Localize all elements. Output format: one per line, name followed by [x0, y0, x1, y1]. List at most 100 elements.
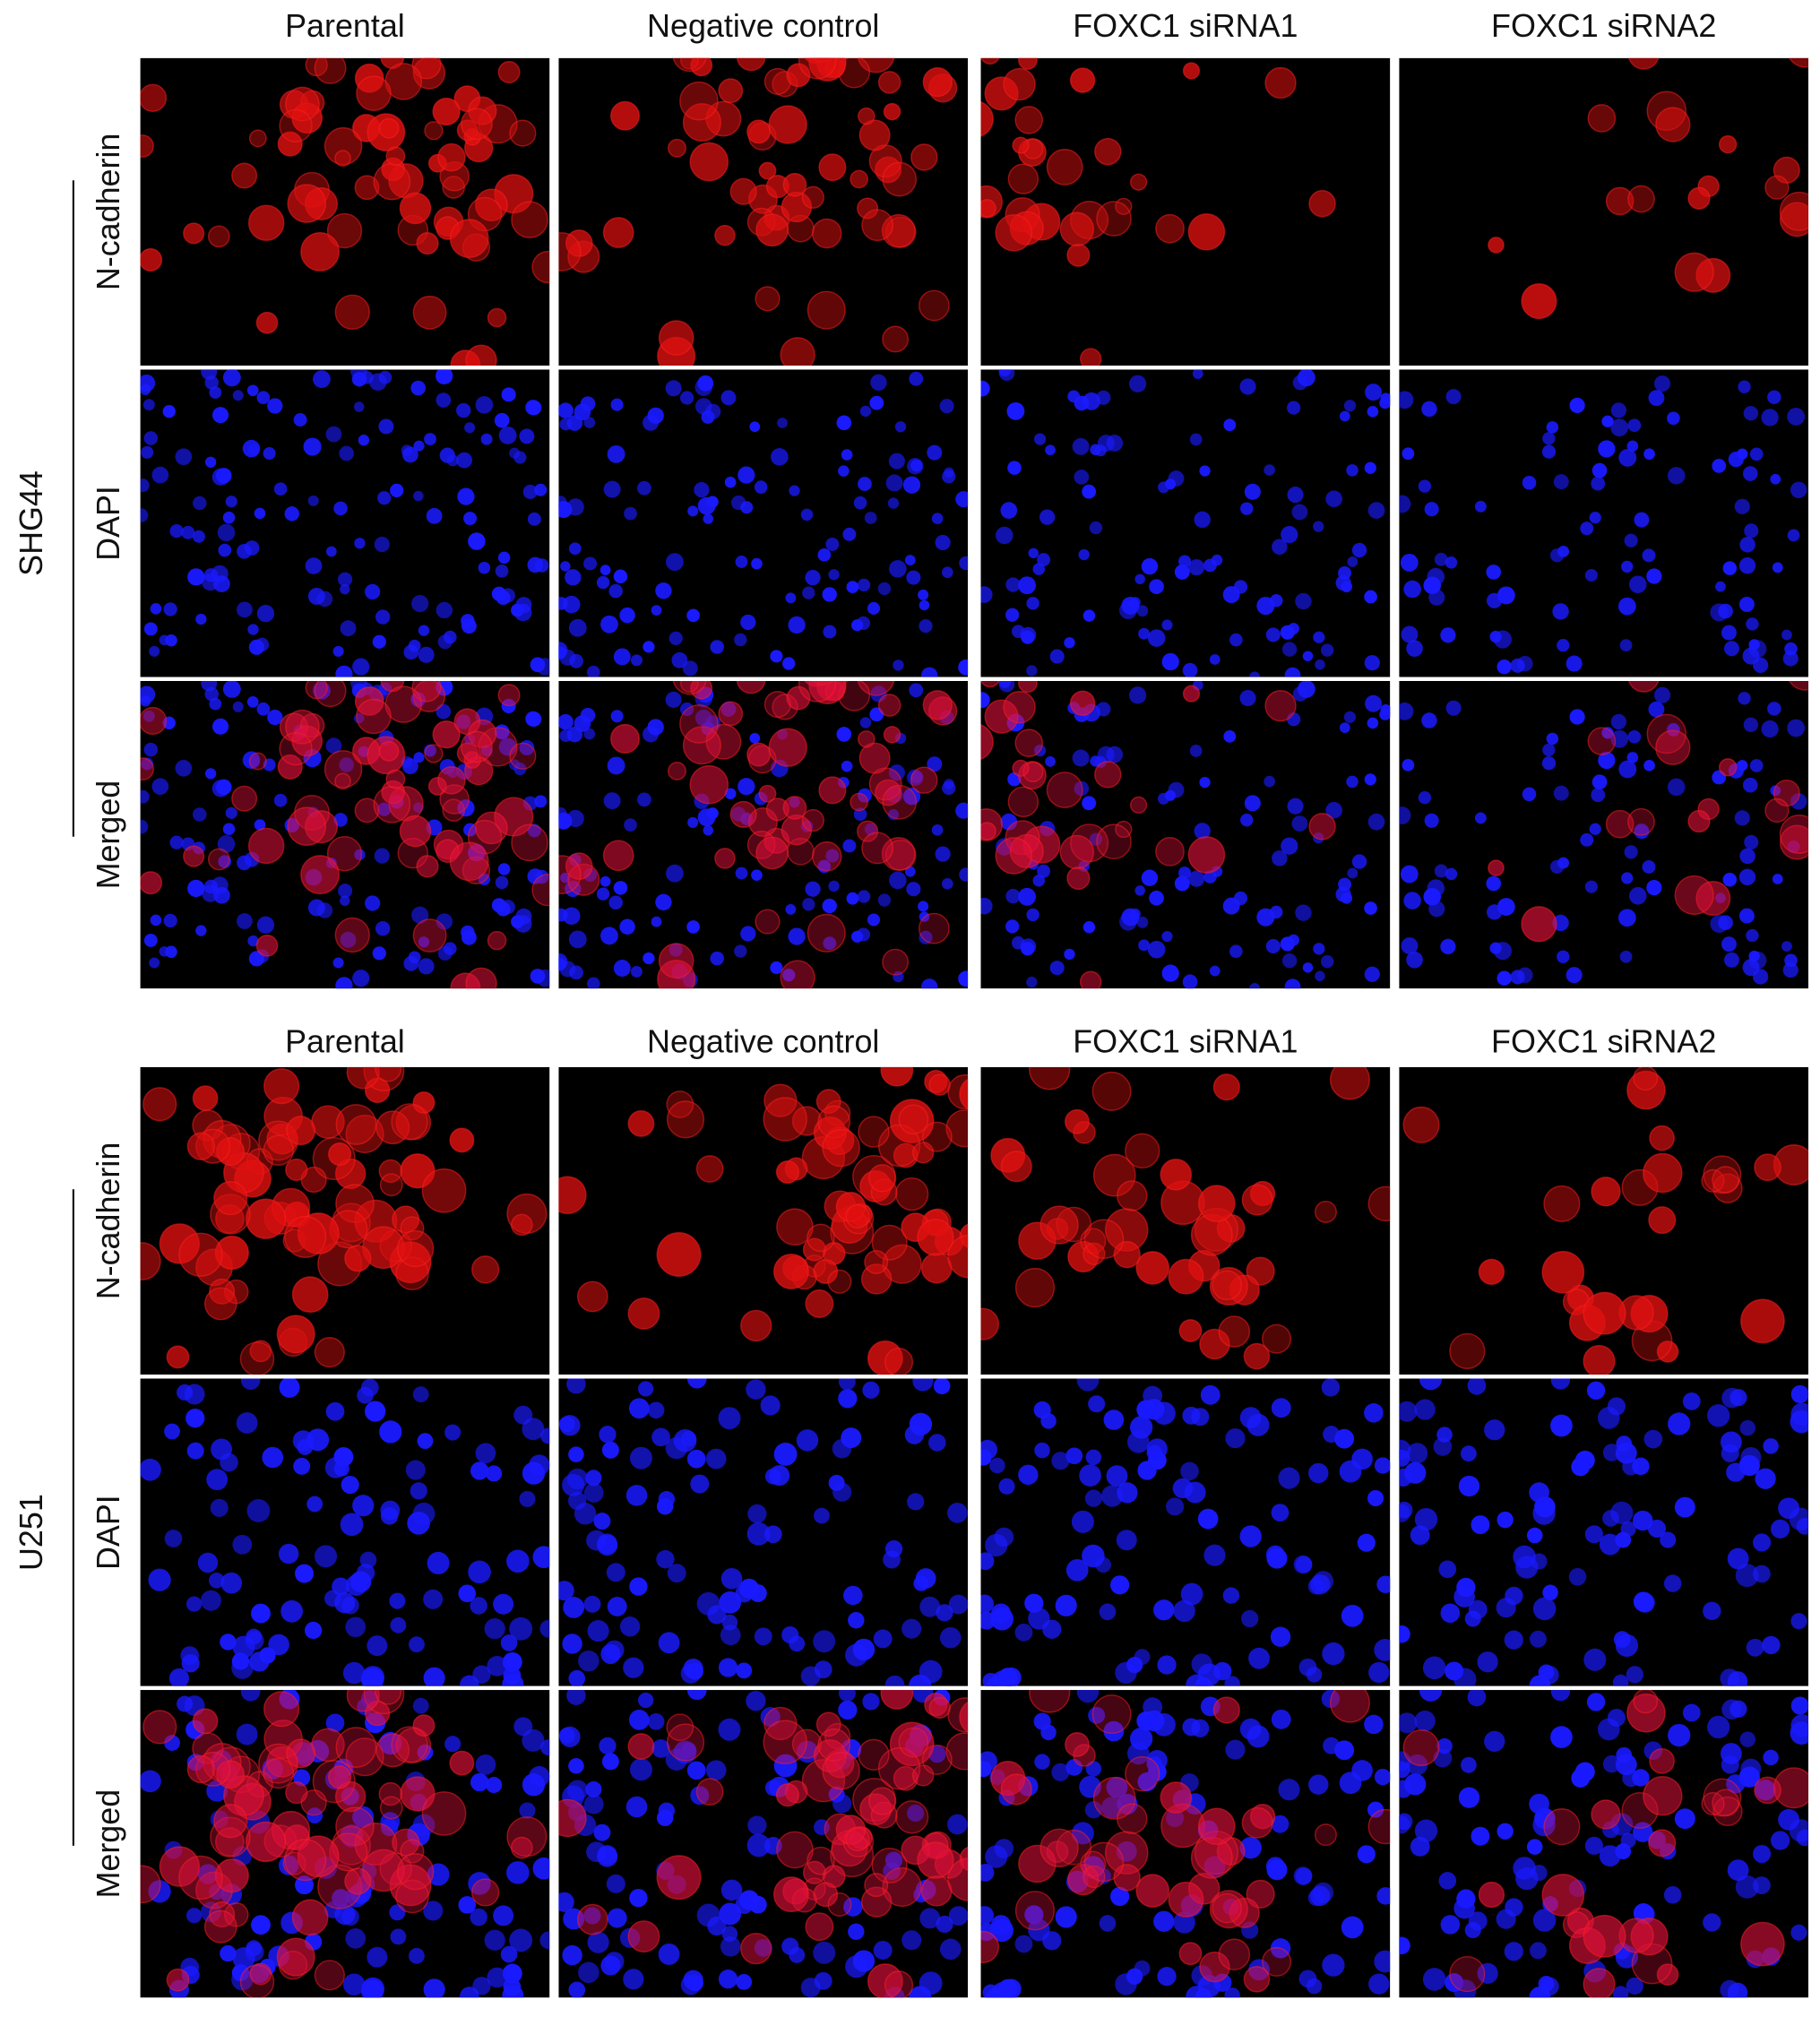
- nucleus: [955, 802, 969, 819]
- cell-stain: [375, 1066, 402, 1082]
- nucleus: [651, 1739, 670, 1758]
- nucleus: [1033, 1712, 1051, 1730]
- nucleus: [828, 1474, 845, 1491]
- nucleus: [603, 792, 621, 810]
- nucleus: [596, 575, 610, 590]
- nucleus: [1295, 1867, 1313, 1885]
- nucleus: [1278, 1779, 1300, 1801]
- nucleus: [1583, 1648, 1607, 1671]
- nucleus: [1703, 1601, 1721, 1621]
- nucleus: [1032, 563, 1046, 575]
- nucleus: [628, 1710, 650, 1730]
- nucleus: [1497, 659, 1512, 675]
- nucleus: [1526, 1527, 1543, 1544]
- cell-stain: [815, 1711, 841, 1737]
- nucleus: [1343, 711, 1357, 723]
- nucleus: [273, 793, 288, 807]
- nucleus: [1744, 523, 1759, 539]
- micrograph: [558, 57, 969, 366]
- row-label: Merged: [91, 1789, 126, 1899]
- nucleus: [1137, 1771, 1157, 1792]
- cell-stain: [806, 1223, 835, 1253]
- nucleus: [1633, 1591, 1653, 1612]
- nucleus: [606, 1874, 625, 1893]
- nucleus: [1646, 880, 1662, 896]
- nucleus: [457, 487, 475, 505]
- nucleus: [613, 960, 631, 978]
- nucleus: [338, 884, 353, 899]
- nucleus: [859, 717, 872, 728]
- cell-line-label: SHG44: [13, 470, 49, 576]
- nucleus: [220, 1452, 238, 1472]
- nucleus: [735, 866, 748, 880]
- nucleus: [587, 1620, 609, 1642]
- nucleus: [1264, 775, 1275, 788]
- cell-stain: [416, 855, 439, 878]
- nucleus: [340, 583, 350, 595]
- nucleus: [1460, 1756, 1477, 1773]
- nucleus: [293, 1457, 311, 1475]
- nucleus: [1287, 797, 1304, 815]
- nucleus: [1419, 1690, 1443, 1702]
- cell-stain: [334, 294, 370, 330]
- cell-stain: [323, 750, 363, 789]
- nucleus: [1116, 1530, 1137, 1551]
- nucleus: [1419, 1378, 1443, 1391]
- nucleus: [1589, 823, 1601, 835]
- nucleus: [1049, 961, 1065, 976]
- micrograph: [980, 57, 1391, 366]
- nucleus: [998, 369, 1015, 381]
- cell-stain: [768, 728, 807, 767]
- nucleus: [1618, 448, 1637, 467]
- nucleus: [1192, 369, 1203, 379]
- nucleus: [1610, 418, 1629, 437]
- nucleus: [325, 426, 342, 443]
- nucleus: [1400, 554, 1419, 572]
- nucleus: [493, 1593, 514, 1615]
- nucleus: [1129, 1416, 1153, 1439]
- nucleus: [613, 569, 628, 584]
- nucleus: [220, 1633, 237, 1651]
- cell-stain: [183, 222, 205, 245]
- nucleus: [372, 634, 386, 649]
- cell-stain: [894, 1800, 929, 1834]
- nucleus: [1642, 860, 1656, 874]
- cell-stain: [209, 1901, 236, 1928]
- nucleus: [484, 1929, 505, 1951]
- nucleus: [240, 1690, 261, 1702]
- nucleus: [390, 1616, 407, 1633]
- cell-stain: [1091, 1071, 1132, 1111]
- nucleus: [873, 1940, 893, 1960]
- nucleus: [1177, 866, 1192, 880]
- nucleus: [1119, 601, 1137, 620]
- cell-stain: [1155, 837, 1185, 866]
- nucleus: [655, 893, 672, 911]
- nucleus: [1149, 890, 1164, 906]
- cell-stain: [1627, 185, 1655, 213]
- cell-stain: [1187, 836, 1226, 874]
- nucleus: [1399, 806, 1411, 824]
- nucleus: [184, 1383, 205, 1405]
- nucleus: [206, 1469, 229, 1491]
- cell-stain: [424, 744, 444, 763]
- cell-stain: [1091, 1694, 1132, 1735]
- cell-stain: [378, 740, 400, 762]
- cell-stain: [247, 204, 285, 242]
- micrograph: [558, 369, 969, 677]
- nucleus: [647, 407, 664, 425]
- nucleus: [1200, 1384, 1221, 1405]
- cell-stain: [1094, 761, 1122, 789]
- cell-stain: [558, 855, 582, 894]
- nucleus: [1026, 597, 1039, 610]
- micrograph: [558, 680, 969, 989]
- nucleus: [1647, 1519, 1667, 1538]
- nucleus: [210, 1498, 229, 1517]
- nucleus: [1762, 1635, 1781, 1655]
- cell-stain: [1656, 1963, 1679, 1986]
- nucleus: [1018, 576, 1036, 595]
- cell-stain: [714, 848, 736, 869]
- nucleus: [464, 422, 476, 434]
- nucleus: [424, 433, 436, 445]
- cell-stain: [255, 311, 279, 334]
- nucleus: [1222, 586, 1240, 604]
